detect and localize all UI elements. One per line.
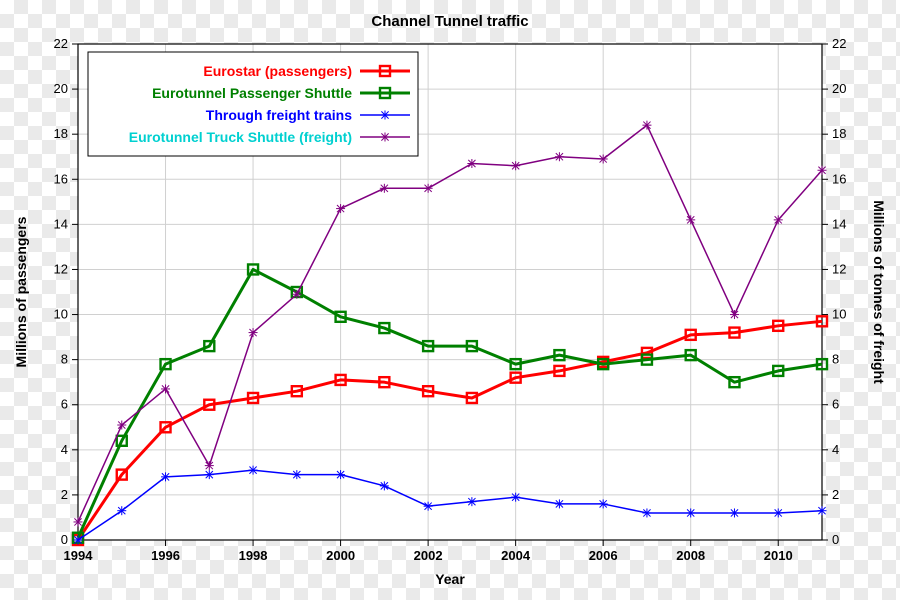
x-tick: 1998 <box>239 548 268 563</box>
y-right-tick: 8 <box>832 352 839 367</box>
y-left-tick: 10 <box>54 307 68 322</box>
y-right-tick: 14 <box>832 216 846 231</box>
legend-label-0: Eurostar (passengers) <box>203 63 352 79</box>
y-left-tick: 16 <box>54 171 68 186</box>
line-chart: 0022446688101012121414161618182020222219… <box>0 0 900 600</box>
legend-label-1: Eurotunnel Passenger Shuttle <box>152 85 352 101</box>
x-tick: 1996 <box>151 548 180 563</box>
chart-container: 0022446688101012121414161618182020222219… <box>0 0 900 600</box>
y-left-tick: 2 <box>61 487 68 502</box>
y-left-tick: 8 <box>61 352 68 367</box>
y-right-tick: 2 <box>832 487 839 502</box>
y-left-tick: 0 <box>61 532 68 547</box>
y-right-tick: 16 <box>832 171 846 186</box>
chart-title: Channel Tunnel traffic <box>371 13 528 30</box>
x-tick: 2002 <box>414 548 443 563</box>
y-right-axis-label: Millions of tonnes of freight <box>871 200 887 384</box>
y-left-tick: 18 <box>54 126 68 141</box>
y-left-tick: 12 <box>54 261 68 276</box>
x-tick: 1994 <box>64 548 94 563</box>
y-right-tick: 20 <box>832 81 846 96</box>
y-left-axis-label: Millions of passengers <box>13 216 29 367</box>
x-axis-label: Year <box>435 571 465 587</box>
x-tick: 2010 <box>764 548 793 563</box>
x-tick: 2006 <box>589 548 618 563</box>
legend-label-2: Through freight trains <box>206 107 352 123</box>
y-left-tick: 22 <box>54 36 68 51</box>
y-right-tick: 4 <box>832 442 839 457</box>
x-tick: 2000 <box>326 548 355 563</box>
y-right-tick: 12 <box>832 261 846 276</box>
x-tick: 2004 <box>501 548 531 563</box>
y-right-tick: 18 <box>832 126 846 141</box>
legend: Eurostar (passengers) Eurotunnel Passenge… <box>88 52 418 156</box>
y-right-tick: 6 <box>832 397 839 412</box>
legend-label-3: Eurotunnel Truck Shuttle (freight) <box>129 129 352 145</box>
y-right-tick: 0 <box>832 532 839 547</box>
x-tick: 2008 <box>676 548 705 563</box>
y-left-tick: 20 <box>54 81 68 96</box>
y-right-tick: 10 <box>832 307 846 322</box>
y-left-tick: 14 <box>54 216 68 231</box>
y-left-tick: 4 <box>61 442 68 457</box>
y-right-tick: 22 <box>832 36 846 51</box>
y-left-tick: 6 <box>61 397 68 412</box>
